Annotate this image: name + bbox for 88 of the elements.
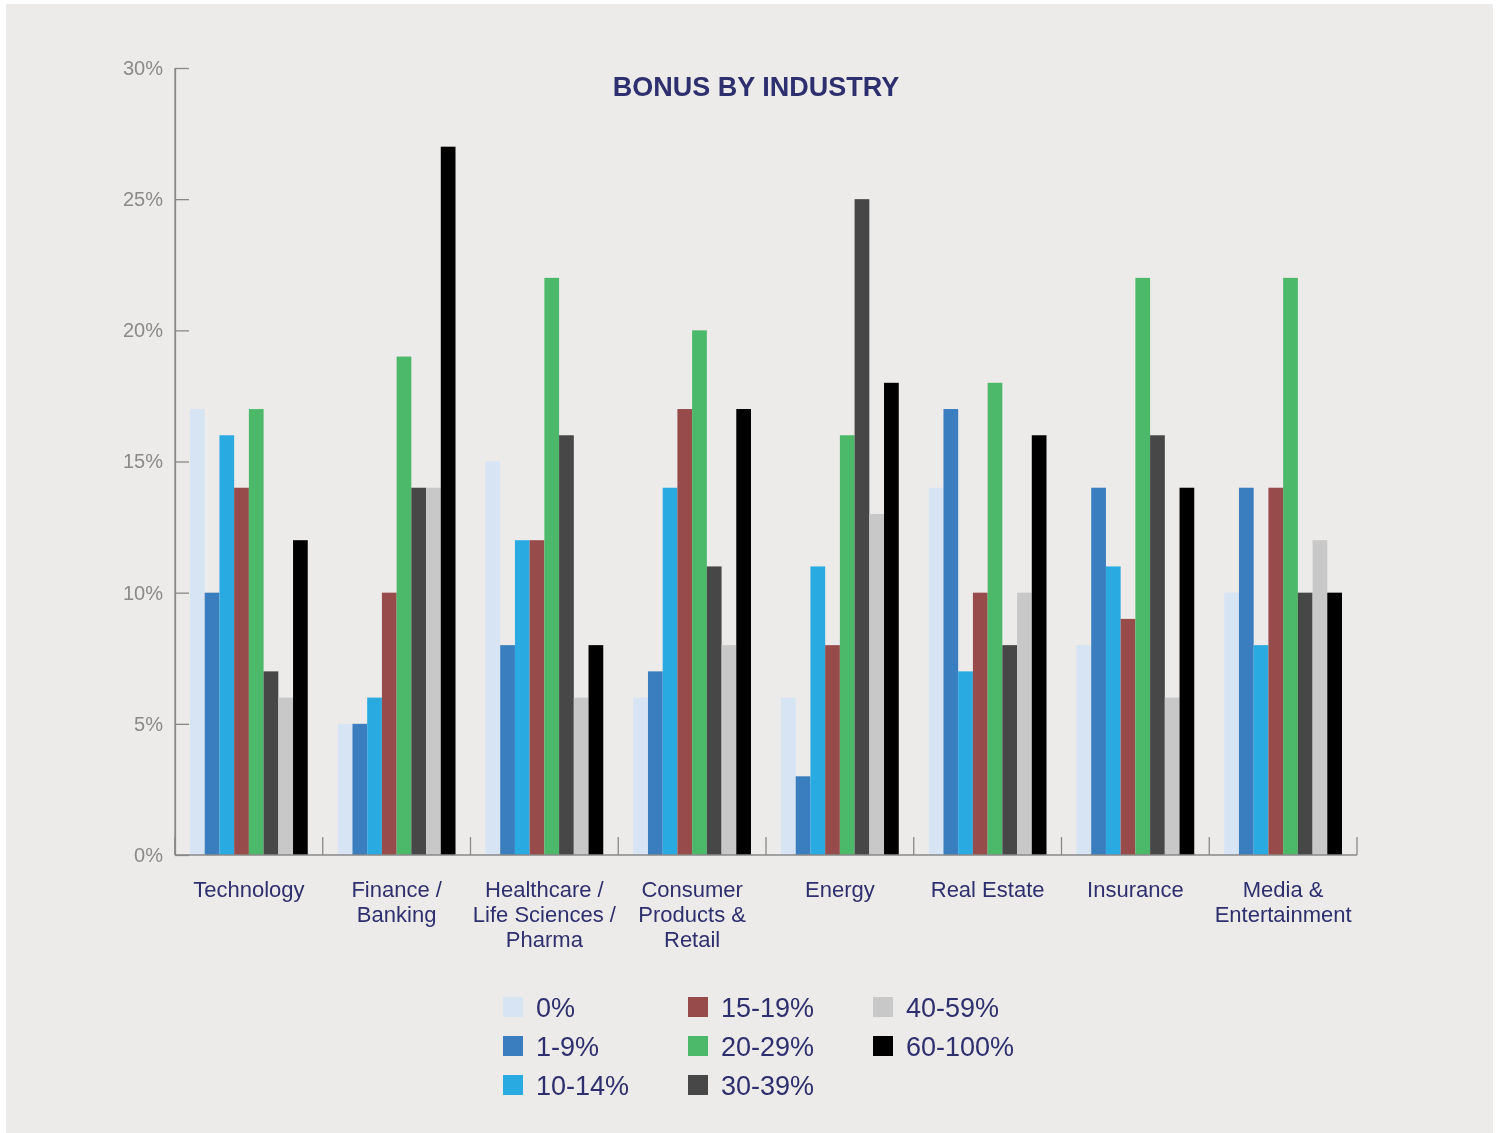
bar	[514, 540, 530, 855]
bar	[677, 409, 693, 855]
bar	[352, 723, 368, 855]
bar	[1253, 645, 1269, 855]
bar	[1224, 592, 1239, 855]
bar	[573, 697, 589, 855]
x-tick-label: Energy	[805, 877, 875, 902]
bar	[854, 199, 870, 855]
bar	[1091, 487, 1106, 855]
bar	[869, 513, 885, 855]
x-tick-label: Insurance	[1087, 877, 1184, 902]
y-tick-label: 0%	[134, 843, 164, 866]
x-tick-label: Technology	[193, 877, 305, 902]
bar	[1017, 592, 1032, 855]
bar	[706, 566, 722, 855]
bar	[1105, 566, 1121, 855]
y-tick-label: 20%	[122, 319, 164, 342]
bar	[293, 540, 308, 855]
y-tick-label: 10%	[122, 581, 164, 604]
bar	[943, 409, 959, 855]
x-tick-label: Finance / Banking	[351, 877, 443, 927]
bar	[1076, 645, 1092, 855]
bar	[588, 645, 604, 855]
bar	[692, 330, 707, 855]
bar	[278, 697, 294, 855]
y-tick-label: 25%	[122, 188, 164, 211]
bar	[928, 487, 944, 855]
bar	[367, 697, 382, 855]
bar	[544, 277, 560, 855]
bar	[810, 566, 826, 855]
legend-label: 60-100%	[906, 1032, 1015, 1063]
legend-label: 0%	[536, 993, 576, 1024]
bar	[736, 409, 751, 855]
bar	[529, 540, 545, 855]
bar	[839, 435, 855, 855]
bar	[721, 645, 737, 855]
legend-label: 15-19%	[721, 993, 815, 1024]
bar	[662, 487, 678, 855]
bar	[219, 435, 235, 855]
legend-label: 1-9%	[536, 1032, 600, 1063]
bar	[1150, 435, 1165, 855]
bar	[440, 146, 456, 855]
legend-label: 40-59%	[906, 993, 1000, 1024]
bar	[1327, 592, 1342, 855]
bar	[411, 487, 427, 855]
chart-title: BONUS BY INDUSTRY	[612, 72, 900, 102]
bar	[500, 645, 515, 855]
bar	[559, 435, 574, 855]
bar	[381, 592, 397, 855]
bar	[1312, 540, 1328, 855]
legend-label: 20-29%	[721, 1032, 815, 1063]
x-tick-label: Media & Entertainment	[1214, 877, 1352, 927]
bar	[1031, 435, 1047, 855]
bar	[1268, 487, 1284, 855]
legend-label: 10-14%	[536, 1071, 630, 1102]
y-tick-label: 15%	[122, 450, 164, 473]
bar	[190, 409, 205, 855]
bar	[396, 356, 412, 855]
bar	[204, 592, 220, 855]
x-tick-label: Real Estate	[930, 877, 1045, 902]
legend-label: 30-39%	[721, 1071, 815, 1102]
bar	[1002, 645, 1018, 855]
bar	[1238, 487, 1254, 855]
bar	[825, 645, 840, 855]
bar	[337, 723, 353, 855]
bar	[1297, 592, 1313, 855]
bar	[795, 776, 811, 855]
bar	[426, 487, 441, 855]
bar	[485, 461, 501, 855]
bar	[1164, 697, 1180, 855]
bar	[1179, 487, 1195, 855]
x-tick-label: Healthcare / Life Sciences / Pharma	[472, 877, 617, 952]
bar	[1120, 618, 1136, 855]
bar	[781, 697, 796, 855]
bar	[958, 671, 973, 855]
bar	[263, 671, 279, 855]
bar	[884, 382, 899, 855]
bar	[987, 382, 1003, 855]
y-tick-label: 30%	[122, 56, 164, 79]
bar	[1135, 277, 1151, 855]
bar	[647, 671, 663, 855]
bar	[972, 592, 988, 855]
bar	[248, 409, 264, 855]
y-tick-label: 5%	[134, 712, 164, 735]
bar	[1283, 277, 1298, 855]
bar	[633, 697, 648, 855]
bar	[234, 487, 249, 855]
x-tick-label: Consumer Products & Retail	[638, 877, 747, 952]
